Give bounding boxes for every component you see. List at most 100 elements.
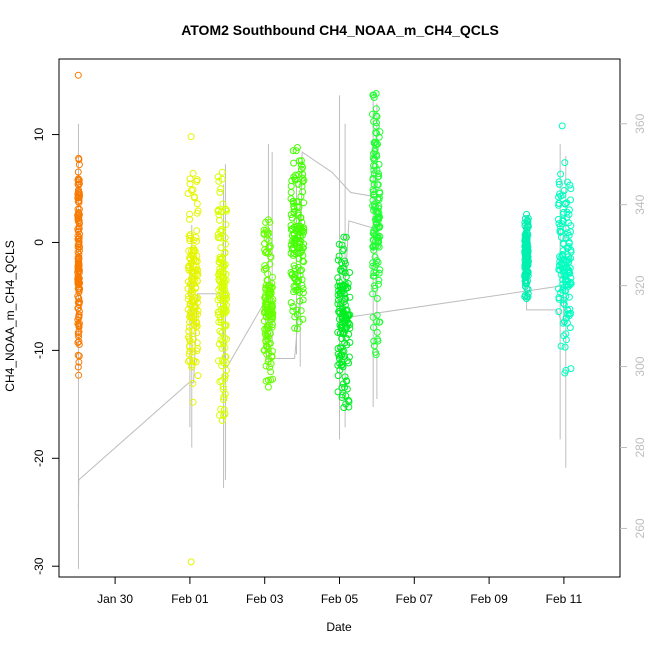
data-point [341,260,349,268]
data-point [220,406,228,414]
data-point [555,308,563,316]
data-point [192,313,200,321]
data-point [370,282,378,290]
data-point [189,379,197,387]
data-point [220,412,227,420]
data-point [295,171,303,179]
data-point [372,90,380,97]
data-point [290,159,298,167]
data-point [189,169,197,177]
x-tick-label: Feb 03 [246,592,284,606]
data-point [335,315,343,323]
data-point [287,188,295,196]
data-point [194,294,201,302]
data-point [345,353,353,361]
data-point [373,295,381,302]
data-point [76,243,83,251]
data-point [223,335,230,343]
data-point [371,253,379,261]
data-point [290,230,298,238]
data-point [370,337,378,345]
data-point [338,361,346,368]
data-point [186,215,194,223]
data-point [560,300,568,308]
data-point [340,233,348,241]
data-point [268,347,276,355]
data-point [74,363,82,371]
data-point [375,276,383,284]
data-point [186,180,194,188]
data-point [297,193,305,200]
data-point [369,154,377,162]
data-point [288,214,296,222]
data-point [193,252,201,260]
data-point [369,272,377,280]
data-point [75,322,83,330]
data-point [370,170,378,178]
data-point [524,214,532,222]
data-point [187,286,195,294]
data-point [218,357,226,364]
data-point [268,300,276,308]
data-point [291,175,299,183]
data-point [560,240,568,248]
data-point [558,220,566,228]
data-point [337,322,345,330]
data-point [193,329,201,337]
data-point [370,342,378,350]
data-point [374,258,382,266]
data-point [214,207,222,215]
data-point [218,254,226,262]
data-point [299,174,307,182]
data-point [186,337,194,345]
data-point [75,250,83,258]
data-point [369,243,377,251]
data-point [221,375,229,383]
data-point [264,231,271,239]
data-point [74,258,82,266]
data-point [218,168,226,176]
data-point [340,404,348,412]
x-axis-label: Date [326,620,352,634]
data-point [374,204,382,212]
data-point [342,392,350,400]
data-point [555,178,563,186]
data-point [267,360,275,368]
data-point [192,304,200,311]
data-point [74,351,82,359]
data-point [75,238,83,246]
data-point [563,281,571,289]
data-point [342,315,350,323]
data-point [215,411,223,419]
data-point [338,394,346,401]
data-point [75,352,83,360]
data-point [269,375,277,383]
series-cluster [554,122,575,377]
x-tick-label: Feb 01 [171,592,209,606]
data-point [338,288,346,295]
data-point [186,342,193,350]
y2-tick-label: 360 [633,113,647,133]
data-point [189,244,197,252]
data-point [371,155,379,163]
data-point [187,186,195,194]
data-point [562,336,570,344]
data-point [299,163,307,171]
data-point [370,190,378,198]
data-point [189,357,197,365]
axes-layer: Jan 30 Feb 01 Feb 03 Feb 05 Feb 07 Feb 09 Feb … [32,113,647,606]
data-point [296,222,304,230]
data-point [375,269,383,277]
data-point [74,175,82,183]
data-point [190,236,197,244]
data-point [219,297,227,305]
data-point [557,170,565,178]
data-point [559,319,567,327]
data-point [295,255,303,263]
data-point [263,248,271,255]
data-point [372,112,380,120]
data-point [346,269,354,276]
data-point [219,227,226,235]
data-point [293,306,301,314]
